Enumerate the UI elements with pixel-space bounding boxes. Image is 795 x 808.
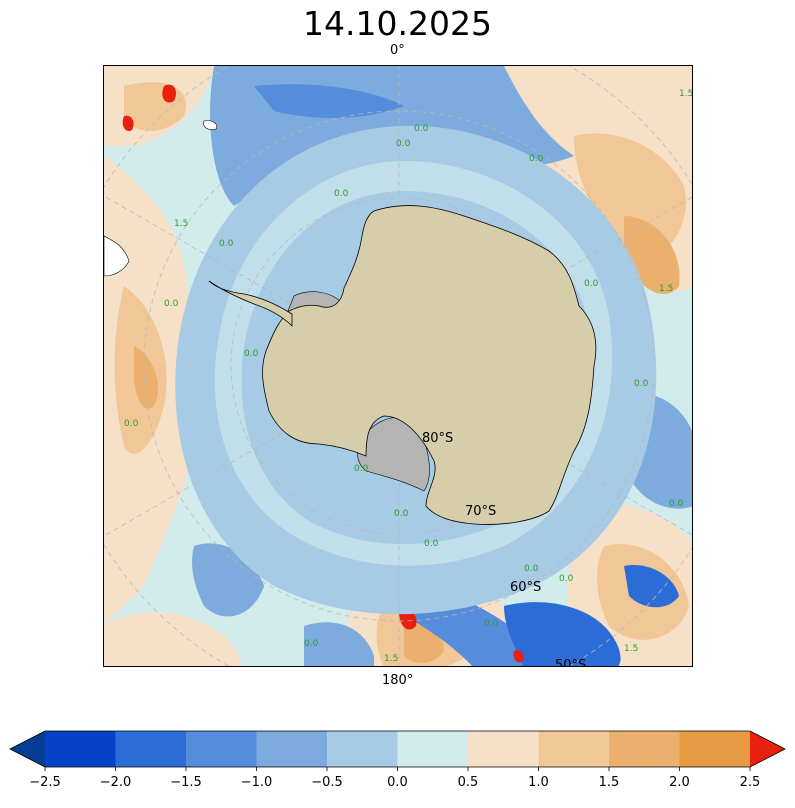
svg-text:0.0: 0.0 bbox=[669, 499, 684, 509]
contour-labels: 0.0 0.0 0.0 0.0 0.0 0.0 0.0 0.0 0.0 0.0 … bbox=[124, 89, 693, 664]
colorbar-tick-label: 2.5 bbox=[740, 775, 761, 790]
colorbar-tick-label: −0.5 bbox=[311, 775, 343, 790]
map-panel: 0.0 0.0 0.0 0.0 0.0 0.0 0.0 0.0 0.0 0.0 … bbox=[103, 65, 693, 667]
svg-text:0.0: 0.0 bbox=[559, 574, 574, 584]
svg-text:0.0: 0.0 bbox=[524, 564, 539, 574]
latitude-label-70s: 70°S bbox=[465, 504, 497, 519]
svg-text:1.5: 1.5 bbox=[659, 284, 673, 294]
colorbar-graphic: −2.5 −2.0 −1.5 −1.0 −0.5 0.0 0.5 1.0 1.5 2.0 2.5 bbox=[9, 730, 786, 790]
svg-text:0.0: 0.0 bbox=[396, 139, 411, 149]
colorbar-bin bbox=[397, 731, 469, 767]
svg-text:0.0: 0.0 bbox=[484, 619, 499, 629]
svg-text:1.5: 1.5 bbox=[384, 654, 398, 664]
colorbar-bin bbox=[186, 731, 257, 767]
colorbar-tick-label: −1.0 bbox=[241, 775, 273, 790]
svg-text:0.0: 0.0 bbox=[334, 189, 349, 199]
svg-text:0.0: 0.0 bbox=[164, 299, 179, 309]
longitude-label-top: 0° bbox=[390, 43, 405, 58]
polar-map: 0.0 0.0 0.0 0.0 0.0 0.0 0.0 0.0 0.0 0.0 … bbox=[104, 66, 693, 666]
svg-text:0.0: 0.0 bbox=[394, 509, 409, 519]
south-america-coast bbox=[104, 235, 130, 277]
colorbar-under-extension bbox=[10, 731, 45, 767]
colorbar-bin bbox=[115, 731, 187, 767]
colorbar-tick-label: 0.0 bbox=[387, 775, 408, 790]
svg-text:0.0: 0.0 bbox=[529, 154, 544, 164]
latitude-label-50s: 50°S bbox=[555, 658, 587, 667]
svg-text:0.0: 0.0 bbox=[244, 349, 259, 359]
colorbar-tick-label: −2.0 bbox=[100, 775, 132, 790]
svg-text:1.5: 1.5 bbox=[679, 89, 693, 99]
svg-text:1.5: 1.5 bbox=[624, 644, 638, 654]
svg-text:1.5: 1.5 bbox=[174, 219, 188, 229]
svg-text:0.0: 0.0 bbox=[124, 419, 139, 429]
colorbar-tick-label: 2.0 bbox=[669, 775, 690, 790]
antarctica-landmass bbox=[262, 205, 597, 525]
svg-text:0.0: 0.0 bbox=[414, 124, 429, 134]
colorbar-over-extension bbox=[750, 731, 785, 767]
svg-text:0.0: 0.0 bbox=[634, 379, 649, 389]
colorbar-tick-label: 1.0 bbox=[528, 775, 549, 790]
colorbar-bin bbox=[679, 731, 751, 767]
svg-text:0.0: 0.0 bbox=[424, 539, 439, 549]
colorbar-bin bbox=[609, 731, 680, 767]
colorbar-tick-label: 1.5 bbox=[599, 775, 620, 790]
colorbar-bin bbox=[327, 731, 398, 767]
colorbar-tick-label: −2.5 bbox=[29, 775, 61, 790]
colorbar-bin bbox=[45, 731, 116, 767]
latitude-label-80s: 80°S bbox=[422, 431, 454, 446]
svg-text:0.0: 0.0 bbox=[354, 464, 369, 474]
svg-text:0.0: 0.0 bbox=[304, 639, 319, 649]
colorbar: −2.5 −2.0 −1.5 −1.0 −0.5 0.0 0.5 1.0 1.5 2.0 2.5 bbox=[0, 725, 795, 804]
colorbar-bin bbox=[468, 731, 539, 767]
colorbar-tick-label: −1.5 bbox=[170, 775, 202, 790]
latitude-label-60s: 60°S bbox=[510, 580, 542, 595]
svg-text:0.0: 0.0 bbox=[219, 239, 234, 249]
colorbar-bin bbox=[538, 731, 610, 767]
colorbar-bin bbox=[256, 731, 328, 767]
svg-text:0.0: 0.0 bbox=[584, 279, 599, 289]
colorbar-tick-label: 0.5 bbox=[458, 775, 479, 790]
island bbox=[203, 120, 217, 130]
map-title: 14.10.2025 bbox=[303, 4, 492, 43]
longitude-label-bottom: 180° bbox=[382, 673, 414, 688]
antarctic-peninsula bbox=[208, 280, 293, 327]
